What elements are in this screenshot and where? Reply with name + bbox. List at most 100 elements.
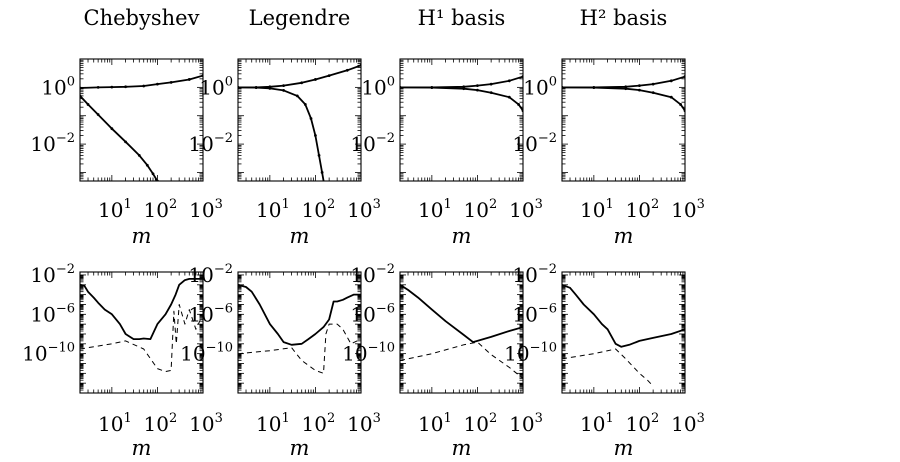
series-2-point <box>238 85 240 89</box>
series-1-point <box>683 75 685 78</box>
y-tick-label: 10−6 <box>30 301 75 326</box>
x-tick-label: 101 <box>418 411 452 436</box>
x-axis-label: m <box>132 436 152 460</box>
series-1-point <box>201 74 203 77</box>
axes-frame <box>561 271 686 394</box>
x-tick-label: 101 <box>256 411 290 436</box>
x-tick-label: 103 <box>509 411 543 436</box>
y-tick-label: 10−2 <box>188 262 233 287</box>
x-axis-label: m <box>452 436 472 460</box>
x-tick-label: 103 <box>189 411 223 436</box>
series-2-point <box>156 179 159 181</box>
x-tick-label: 101 <box>256 197 290 222</box>
axes-frame <box>79 271 204 394</box>
x-tick-label: 102 <box>626 197 660 222</box>
y-tick-label: 10−2 <box>30 262 75 287</box>
axes-frame <box>561 58 686 182</box>
x-tick-label: 102 <box>144 411 178 436</box>
y-tick-label: 10−2 <box>350 262 395 287</box>
x-tick-label: 102 <box>464 197 498 222</box>
axes-frame <box>237 58 362 182</box>
x-tick-label: 102 <box>302 411 336 436</box>
y-tick-label: 10−10 <box>342 341 395 366</box>
y-tick-label: 10−2 <box>188 131 233 156</box>
y-tick-label: 100 <box>199 74 233 99</box>
series-2-line <box>400 86 523 112</box>
y-tick-label: 100 <box>361 74 395 99</box>
axes-frame <box>399 58 524 182</box>
panel-1-3: 100 10−2 101 102 103 m <box>350 58 543 248</box>
series-2-point <box>683 109 685 113</box>
x-tick-label: 102 <box>626 411 660 436</box>
series-2-point <box>309 117 313 120</box>
y-tick-label: 100 <box>41 74 75 99</box>
series-1-point <box>96 85 100 89</box>
x-tick-label: 103 <box>671 411 705 436</box>
series-2-line <box>80 95 159 181</box>
series-2-point <box>254 86 258 90</box>
series-2-point <box>592 86 596 90</box>
series-2-point <box>476 88 479 92</box>
series-1-point <box>345 68 349 72</box>
axis-ticks <box>79 271 204 394</box>
series-1-point <box>156 82 159 86</box>
y-tick-label: 10−2 <box>512 262 557 287</box>
series-1-point <box>489 82 493 86</box>
axis-ticks <box>399 58 524 182</box>
series-1-point <box>169 80 173 84</box>
x-tick-label: 102 <box>144 197 178 222</box>
axis-ticks <box>237 58 362 182</box>
x-tick-label: 101 <box>98 197 132 222</box>
series-2-point <box>669 95 673 99</box>
axes-frame <box>399 271 524 394</box>
x-tick-label: 103 <box>347 411 381 436</box>
axis-ticks <box>237 271 362 394</box>
y-tick-label: 10−6 <box>512 301 557 326</box>
series-1-point <box>507 79 511 83</box>
series-2-line <box>238 86 325 181</box>
x-tick-label: 103 <box>189 197 223 222</box>
panel-title-3: H¹ basis <box>418 6 506 30</box>
series-1-line <box>238 64 361 89</box>
panel-2-3: 10−2 10−6 10−10 101 102 103 m <box>342 262 543 460</box>
panel-title-4: H² basis <box>580 6 668 30</box>
axis-ticks <box>561 271 686 394</box>
y-tick-label: 10−6 <box>188 301 233 326</box>
x-tick-label: 102 <box>302 197 336 222</box>
series-1-point <box>327 74 331 77</box>
x-axis-label: m <box>290 436 310 460</box>
plot-area <box>562 75 685 113</box>
series-2-line <box>562 348 654 387</box>
series-2-point <box>137 153 141 157</box>
x-axis-label: m <box>290 224 310 248</box>
series-2-point <box>268 86 272 90</box>
series-2-point <box>521 109 523 113</box>
series-2-point <box>124 140 127 144</box>
series-2-point <box>489 91 493 95</box>
x-axis-label: m <box>614 224 634 248</box>
series-1-point <box>142 84 146 88</box>
y-tick-label: 10−10 <box>180 341 233 366</box>
x-tick-label: 103 <box>671 197 705 222</box>
x-tick-label: 101 <box>418 197 452 222</box>
plot-area <box>238 283 361 374</box>
series-1-point <box>359 63 361 67</box>
series-2-point <box>317 153 321 157</box>
axes-frame <box>237 271 362 394</box>
series-1-line <box>238 283 361 346</box>
axes-frame <box>79 58 204 182</box>
x-axis-label: m <box>132 224 152 248</box>
x-tick-label: 101 <box>580 411 614 436</box>
x-axis-label: m <box>614 436 634 460</box>
series-2-point <box>517 103 520 106</box>
y-tick-label: 10−2 <box>350 131 395 156</box>
series-2-point <box>86 103 90 106</box>
plot-area <box>80 74 203 181</box>
series-1-point <box>638 84 641 88</box>
panel-2-2: 10−2 10−6 10−10 101 102 103 m <box>180 262 381 460</box>
series-2-line <box>400 341 523 379</box>
series-1-line <box>562 283 685 348</box>
series-1-point <box>669 79 673 83</box>
series-1-point <box>521 75 523 78</box>
